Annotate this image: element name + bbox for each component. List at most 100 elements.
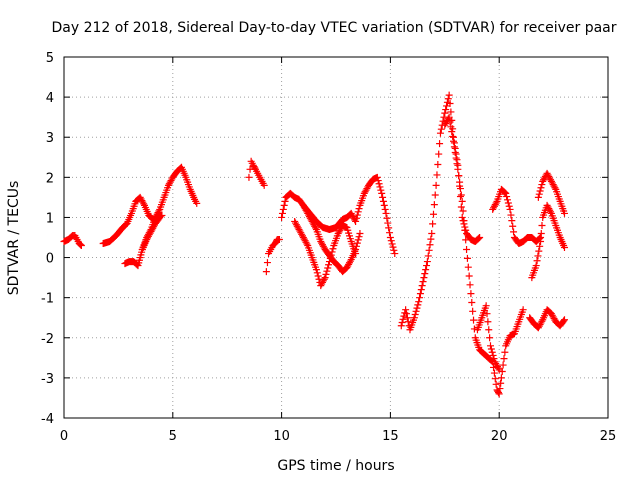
data-point (560, 244, 568, 252)
data-point (279, 205, 287, 213)
data-point (448, 128, 456, 136)
data-point (452, 154, 460, 162)
data-point (389, 243, 397, 251)
data-point (420, 274, 428, 282)
data-point (492, 199, 500, 207)
data-point (353, 211, 361, 219)
data-point (155, 207, 163, 215)
data-point (281, 197, 289, 205)
data-point (503, 193, 511, 201)
data-point (453, 160, 461, 168)
data-point (353, 239, 361, 247)
data-point (446, 100, 454, 108)
plot-frame (63, 56, 609, 419)
data-point (379, 197, 387, 205)
x-tick-label: 5 (169, 429, 177, 444)
data-point (498, 367, 506, 375)
data-point (519, 306, 527, 314)
data-point (421, 270, 429, 278)
data-point (495, 390, 503, 398)
y-axis-label: SDTVAR / TECUs (6, 181, 22, 296)
grid (64, 57, 608, 418)
data-point (467, 290, 475, 298)
data-point (262, 268, 270, 276)
data-point (538, 221, 546, 229)
data-point (77, 241, 85, 249)
data-point (417, 286, 425, 294)
data-point (436, 140, 444, 148)
data-point (465, 272, 473, 280)
data-point (446, 118, 454, 126)
data-point (536, 242, 544, 250)
data-point (536, 187, 544, 195)
data-point (413, 304, 421, 312)
data-point (382, 209, 390, 217)
data-point (547, 208, 555, 216)
data-point (427, 235, 435, 243)
data-point (534, 193, 542, 201)
data-point (375, 180, 383, 188)
data-point (278, 213, 286, 221)
data-point (551, 184, 559, 192)
y-tick-label: -4 (41, 412, 54, 427)
data-point (445, 91, 453, 99)
data-point (469, 307, 477, 315)
data-point (505, 202, 513, 210)
data-point (430, 201, 438, 209)
chart-title: Day 212 of 2018, Sidereal Day-to-day VTE… (51, 20, 616, 36)
data-point (535, 190, 543, 198)
data-point (496, 385, 504, 393)
data-point (463, 246, 471, 254)
data-point (404, 318, 412, 326)
data-point (379, 193, 387, 201)
data-point (454, 165, 462, 173)
data-point (386, 229, 394, 237)
x-axis-label: GPS time / hours (277, 458, 394, 474)
data-point (449, 132, 457, 140)
data-point (463, 254, 471, 262)
data-point (354, 236, 362, 244)
data-point (419, 278, 427, 286)
data-point (485, 326, 493, 334)
data-point (77, 242, 85, 250)
data-point (492, 380, 500, 388)
y-tick-label: 4 (46, 91, 54, 106)
data-point (537, 229, 545, 237)
data-point (402, 306, 410, 314)
x-tick-label: 0 (60, 429, 68, 444)
data-point (534, 252, 542, 260)
data-point (193, 199, 201, 207)
data-point (424, 252, 432, 260)
data-point (429, 210, 437, 218)
data-point (352, 217, 360, 225)
data-point (470, 316, 478, 324)
x-tick-labels: 0 5 10 15 20 25 (60, 429, 616, 444)
data-point (486, 334, 494, 342)
data-point (490, 369, 498, 377)
y-tick-label: 3 (46, 131, 54, 146)
data-point (355, 233, 363, 241)
data-point (398, 319, 406, 327)
data-point (508, 217, 516, 225)
data-point (322, 270, 330, 278)
data-point (352, 214, 360, 222)
data-point (390, 246, 398, 254)
data-point (313, 269, 321, 277)
data-point (387, 237, 395, 245)
data-point (457, 203, 465, 211)
data-point (327, 251, 335, 259)
data-point (537, 238, 545, 246)
data-point (426, 241, 434, 249)
x-tick-label: 15 (382, 429, 399, 444)
data-point (459, 207, 467, 215)
data-point (483, 310, 491, 318)
data-point (466, 281, 474, 289)
data-point (503, 196, 511, 204)
data-point (434, 160, 442, 168)
data-point (431, 191, 439, 199)
data-point (488, 348, 496, 356)
data-point (410, 314, 418, 322)
data-point (418, 282, 426, 290)
data-point (487, 345, 495, 353)
data-point (490, 355, 498, 363)
